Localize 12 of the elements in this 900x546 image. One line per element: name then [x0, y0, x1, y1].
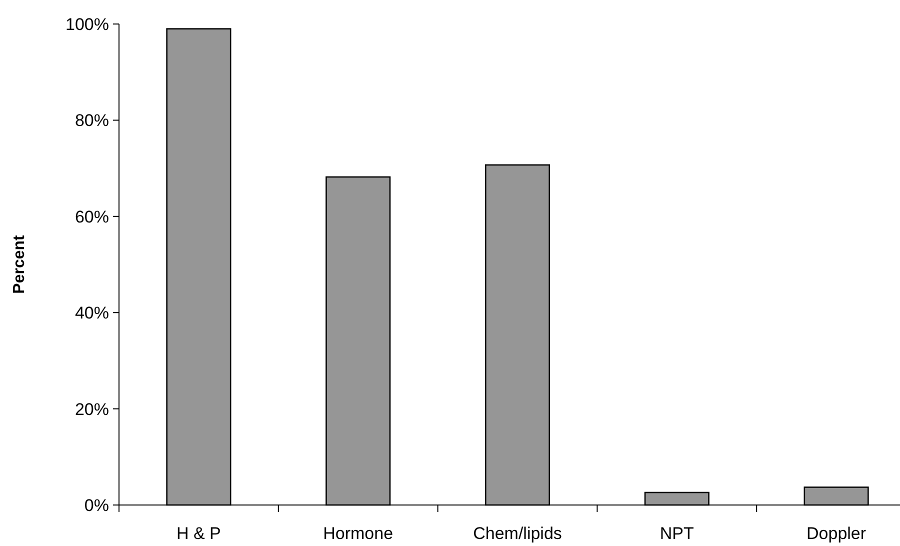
y-tick-label: 60% — [74, 207, 109, 226]
y-tick-label: 0% — [84, 496, 109, 515]
y-tick-label: 40% — [74, 304, 109, 323]
x-tick-label: Hormone — [323, 524, 394, 543]
x-tick-label: NPT — [660, 524, 694, 543]
x-tick-label: H & P — [176, 524, 221, 543]
y-tick-label: 20% — [74, 400, 109, 419]
y-tick-label: 80% — [74, 111, 109, 130]
y-tick-label: 100% — [66, 14, 109, 34]
x-tick-label: Doppler — [806, 524, 866, 543]
x-tick-label: Chem/lipids — [473, 524, 562, 543]
y-axis-title: Percent — [11, 234, 28, 294]
